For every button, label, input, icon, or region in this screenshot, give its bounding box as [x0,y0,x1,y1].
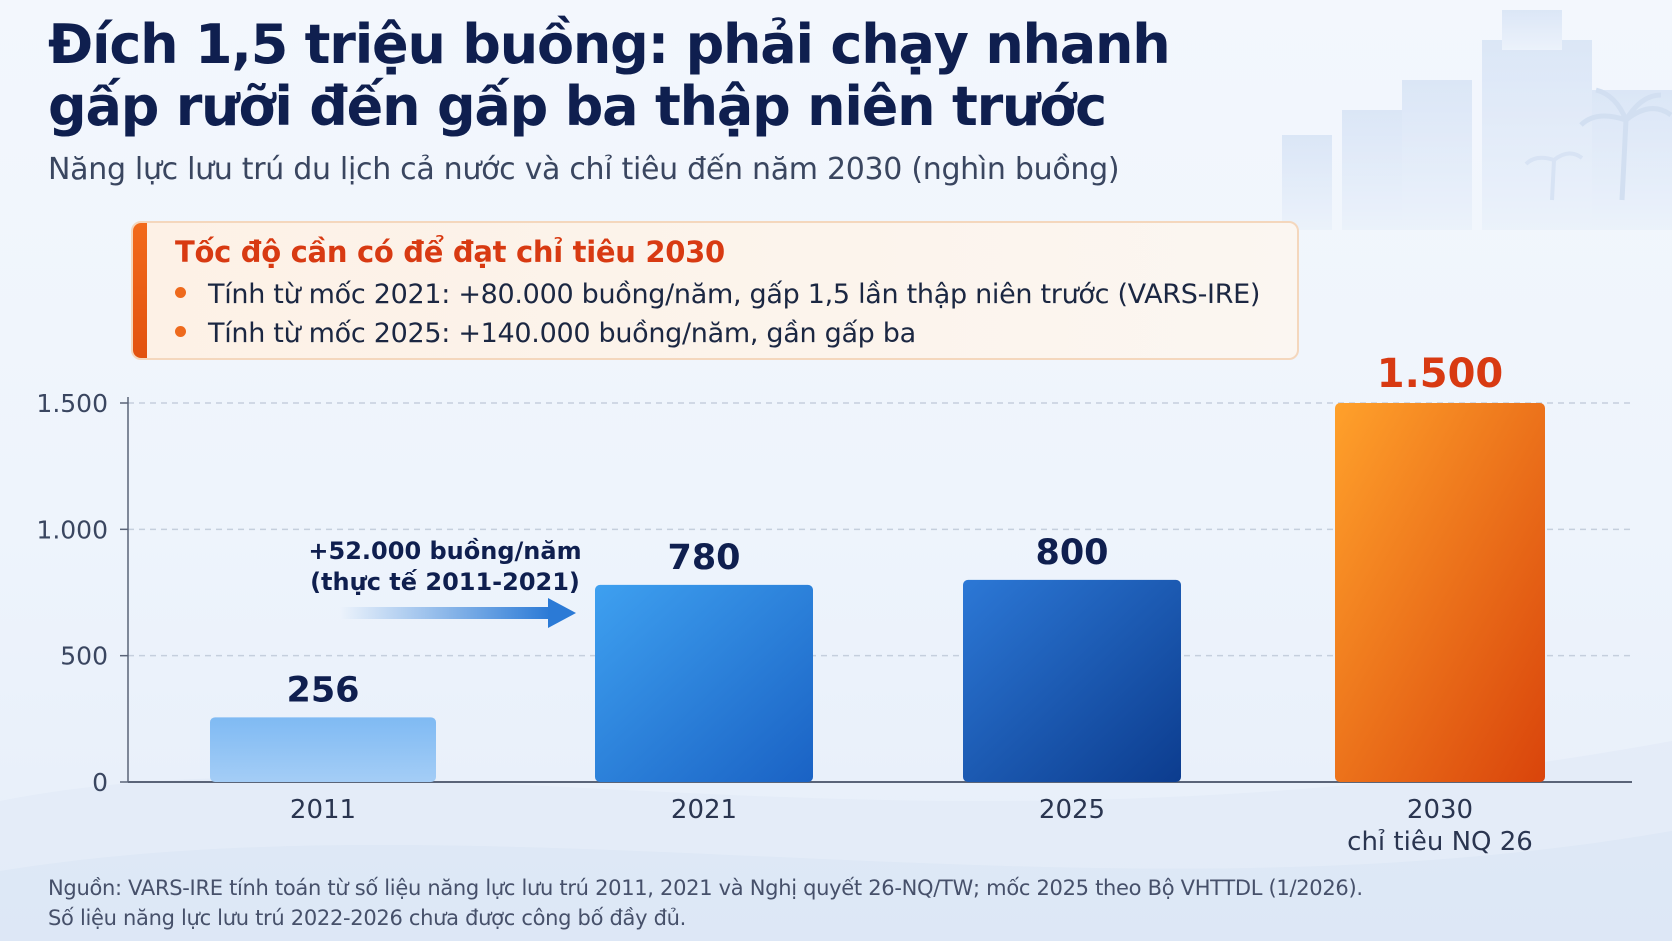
value-label: 1.500 [1377,351,1504,397]
source-note: Nguồn: VARS-IRE tính toán từ số liệu năn… [48,873,1363,933]
value-labels: 256 780 800 1.500 [286,351,1503,710]
callout-item-text: Tính từ mốc 2021: +80.000 buồng/năm, gấp… [208,279,1261,310]
gridlines [128,402,1632,657]
city-skyline-decoration [1282,10,1672,230]
y-tick-label: 0 [92,768,108,797]
x-tick-label: 2021 [671,795,737,825]
bar-2030 [1335,403,1545,782]
bar-2025 [963,579,1181,782]
page-title: Đích 1,5 triệu buồng: phải chạy nhanh gấ… [48,14,1248,138]
value-label: 780 [667,538,740,578]
callout-accent-bar [133,223,147,358]
source-line-2: Số liệu năng lực lưu trú 2022-2026 chưa … [48,906,687,930]
arrow-label-line-2: (thực tế 2011-2021) [310,568,580,596]
bar-2021 [595,584,813,782]
title-line-1: Đích 1,5 triệu buồng: phải chạy nhanh [48,13,1171,76]
growth-arrow: +52.000 buồng/năm (thực tế 2011-2021) [308,537,582,628]
bullet-icon [175,326,186,337]
arrow-label-line-1: +52.000 buồng/năm [308,537,581,565]
bars [210,403,1545,782]
y-tick-label: 1.000 [36,515,108,544]
x-tick-sublabel: chỉ tiêu NQ 26 [1347,827,1533,857]
background-wave-decoration [0,741,1672,941]
subtitle: Năng lực lưu trú du lịch cả nước và chỉ … [48,152,1120,187]
x-tick-label: 2030 [1407,795,1473,825]
callout-item-text: Tính từ mốc 2025: +140.000 buồng/năm, gầ… [208,318,916,349]
x-tick-label: 2011 [290,795,356,825]
value-label: 256 [286,670,359,710]
bullet-icon [175,287,186,298]
callout-item: Tính từ mốc 2025: +140.000 buồng/năm, gầ… [175,318,916,349]
arrow-head-icon [548,598,576,628]
callout-title: Tốc độ cần có để đạt chỉ tiêu 2030 [175,235,725,269]
title-line-2: gấp rưỡi đến gấp ba thập niên trước [48,75,1107,138]
y-tick-label: 1.500 [36,389,108,418]
y-tick-label: 500 [60,642,108,671]
x-tick-label: 2025 [1039,795,1105,825]
callout-item: Tính từ mốc 2021: +80.000 buồng/năm, gấp… [175,279,1260,310]
value-label: 800 [1035,533,1108,573]
callout-box: Tốc độ cần có để đạt chỉ tiêu 2030 Tính … [131,221,1299,360]
source-line-1: Nguồn: VARS-IRE tính toán từ số liệu năn… [48,876,1363,900]
arrow-shaft [340,607,550,619]
bar-2011 [210,717,436,782]
